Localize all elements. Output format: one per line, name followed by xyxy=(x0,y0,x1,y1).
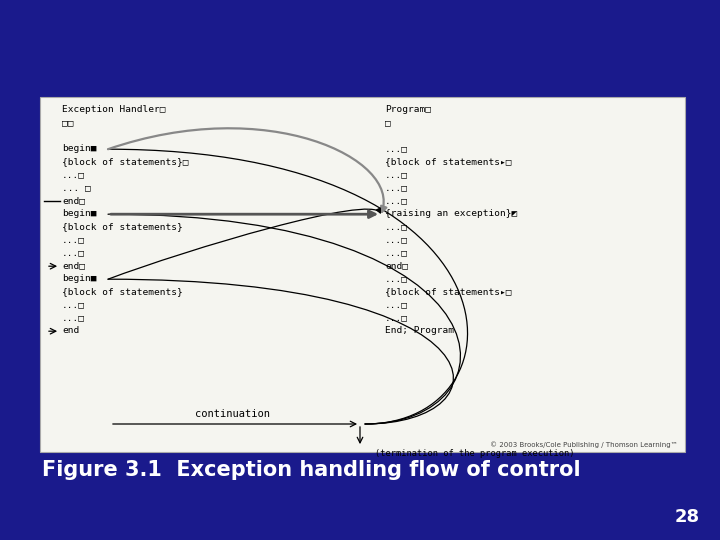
FancyArrowPatch shape xyxy=(108,208,380,279)
Text: Program□: Program□ xyxy=(385,105,431,114)
Bar xyxy=(40,97,685,452)
Text: end□: end□ xyxy=(62,261,85,270)
Text: © 2003 Brooks/Cole Publishing / Thomson Learning™: © 2003 Brooks/Cole Publishing / Thomson … xyxy=(490,441,678,448)
Text: ...□: ...□ xyxy=(62,170,85,179)
FancyArrowPatch shape xyxy=(108,214,461,424)
Text: (termination of the program execution): (termination of the program execution) xyxy=(375,449,575,458)
Text: □□: □□ xyxy=(62,118,73,127)
Text: {block of statements▸□: {block of statements▸□ xyxy=(385,287,511,296)
Text: {raising an exception}◩: {raising an exception}◩ xyxy=(385,209,517,218)
Text: end□: end□ xyxy=(385,261,408,270)
Text: ...□: ...□ xyxy=(385,274,408,283)
Text: Figure 3.1  Exception handling flow of control: Figure 3.1 Exception handling flow of co… xyxy=(42,460,580,480)
Text: {block of statements}□: {block of statements}□ xyxy=(62,157,189,166)
Text: ...□: ...□ xyxy=(385,144,408,153)
Text: end: end xyxy=(62,326,79,335)
Text: Exception Handler□: Exception Handler□ xyxy=(62,105,166,114)
Text: ... □: ... □ xyxy=(62,183,91,192)
Text: ...□: ...□ xyxy=(62,235,85,244)
Text: continuation: continuation xyxy=(195,409,270,419)
FancyArrowPatch shape xyxy=(108,129,387,212)
Text: ...□: ...□ xyxy=(385,183,408,192)
Text: 28: 28 xyxy=(675,508,700,526)
Text: begin■: begin■ xyxy=(62,144,96,153)
Text: ...□: ...□ xyxy=(385,196,408,205)
Text: {block of statements▸□: {block of statements▸□ xyxy=(385,157,511,166)
Text: ...□: ...□ xyxy=(385,235,408,244)
FancyArrowPatch shape xyxy=(108,149,467,424)
Text: ...□: ...□ xyxy=(385,222,408,231)
Text: ...□: ...□ xyxy=(62,248,85,257)
Text: {block of statements}: {block of statements} xyxy=(62,287,183,296)
Text: ...□: ...□ xyxy=(385,248,408,257)
Text: □: □ xyxy=(385,118,391,127)
Text: {block of statements}: {block of statements} xyxy=(62,222,183,231)
FancyArrowPatch shape xyxy=(108,279,454,424)
Text: ...□: ...□ xyxy=(385,313,408,322)
Text: ...□: ...□ xyxy=(62,313,85,322)
Text: begin■: begin■ xyxy=(62,274,96,283)
Text: begin■: begin■ xyxy=(62,209,96,218)
Text: end□: end□ xyxy=(62,196,85,205)
Text: End; Program: End; Program xyxy=(385,326,454,335)
Text: ...□: ...□ xyxy=(385,300,408,309)
Text: ...□: ...□ xyxy=(62,300,85,309)
Text: ...□: ...□ xyxy=(385,170,408,179)
